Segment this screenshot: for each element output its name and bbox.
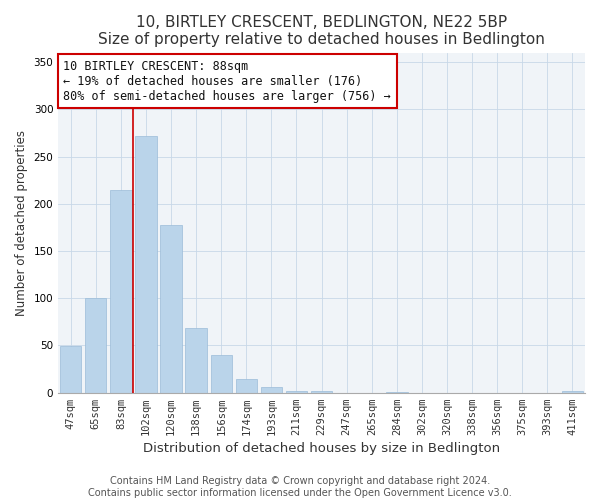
Bar (562, 391, 583, 392)
Bar (211, 355, 232, 393)
X-axis label: Distribution of detached houses by size in Bedlington: Distribution of detached houses by size … (143, 442, 500, 455)
Bar (136, 136, 157, 392)
Bar (85, 298, 106, 392)
Bar (185, 328, 207, 392)
Title: 10, BIRTLEY CRESCENT, BEDLINGTON, NE22 5BP
Size of property relative to detached: 10, BIRTLEY CRESCENT, BEDLINGTON, NE22 5… (98, 15, 545, 48)
Text: Contains HM Land Registry data © Crown copyright and database right 2024.
Contai: Contains HM Land Registry data © Crown c… (88, 476, 512, 498)
Bar (60, 346, 82, 393)
Bar (236, 380, 257, 392)
Bar (261, 387, 282, 392)
Bar (160, 224, 182, 392)
Bar (286, 391, 307, 392)
Bar (311, 391, 332, 392)
Y-axis label: Number of detached properties: Number of detached properties (15, 130, 28, 316)
Text: 10 BIRTLEY CRESCENT: 88sqm
← 19% of detached houses are smaller (176)
80% of sem: 10 BIRTLEY CRESCENT: 88sqm ← 19% of deta… (64, 60, 391, 102)
Bar (110, 190, 131, 392)
